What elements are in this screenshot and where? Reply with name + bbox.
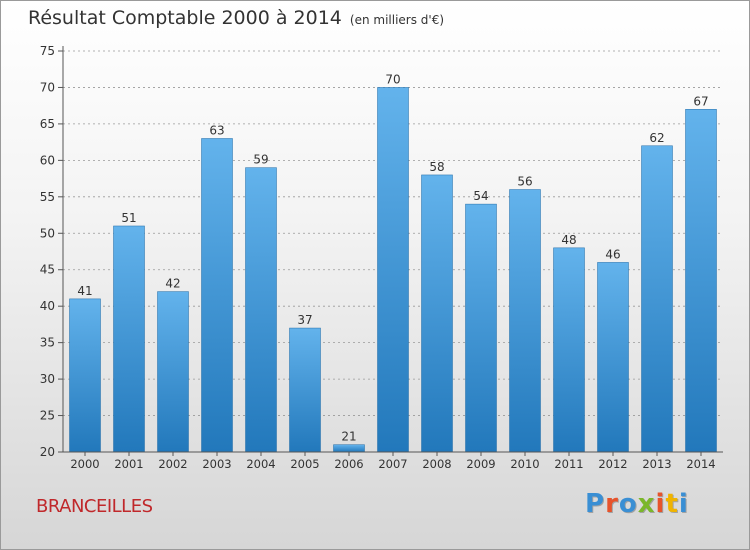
- data-label: 67: [693, 94, 708, 108]
- y-tick-label: 35: [40, 336, 55, 350]
- data-label: 56: [517, 175, 532, 189]
- x-tick-label: 2014: [686, 457, 715, 471]
- bar-2009: [465, 203, 497, 453]
- data-label: 62: [649, 131, 664, 145]
- axes: [58, 46, 723, 456]
- bar-2002: [157, 291, 189, 453]
- bar-2004: [245, 167, 277, 453]
- y-tick-label: 45: [40, 263, 55, 277]
- y-tick-label: 20: [40, 445, 55, 459]
- y-tick-label: 55: [40, 190, 55, 204]
- y-tick-label: 65: [40, 117, 55, 131]
- x-tick-label: 2001: [114, 457, 143, 471]
- x-tick-label: 2004: [246, 457, 275, 471]
- bar-2005: [289, 327, 321, 453]
- bar-2014: [685, 109, 717, 453]
- y-tick-label: 25: [40, 409, 55, 423]
- bar-2000: [69, 298, 101, 453]
- data-label: 54: [473, 189, 488, 203]
- bar-2007: [377, 87, 409, 453]
- data-label: 37: [297, 313, 312, 327]
- y-tick-label: 75: [40, 44, 55, 58]
- bar-2003: [201, 138, 233, 453]
- labels: 20 25 30 35 40 45 50 55 60 65 70 75 41 2000 51 2001 42 20…: [40, 44, 716, 471]
- data-label: 51: [121, 211, 136, 225]
- data-label: 70: [385, 72, 400, 86]
- bar-2013: [641, 145, 673, 453]
- commune-name: BRANCEILLES: [36, 496, 153, 517]
- x-tick-label: 2013: [642, 457, 671, 471]
- bar-2001: [113, 225, 145, 453]
- x-tick-label: 2005: [290, 457, 319, 471]
- bar-2011: [553, 247, 585, 453]
- data-label: 63: [209, 123, 224, 137]
- x-tick-label: 2009: [466, 457, 495, 471]
- data-label: 59: [253, 153, 268, 167]
- data-label: 48: [561, 233, 576, 247]
- x-tick-label: 2000: [70, 457, 99, 471]
- x-tick-label: 2007: [378, 457, 407, 471]
- x-tick-label: 2012: [598, 457, 627, 471]
- data-label: 21: [341, 430, 356, 444]
- bars: [69, 87, 717, 453]
- chart-title: Résultat Comptable 2000 à 2014 (en millie…: [28, 7, 444, 29]
- x-tick-label: 2011: [554, 457, 583, 471]
- data-label: 41: [77, 284, 92, 298]
- x-tick-label: 2010: [510, 457, 539, 471]
- unit-label: (en milliers d'€): [349, 13, 445, 27]
- x-tick-label: 2002: [158, 457, 187, 471]
- y-tick-label: 50: [40, 226, 55, 240]
- y-tick-label: 70: [40, 80, 55, 94]
- bar-2010: [509, 189, 541, 453]
- bar-2006: [333, 444, 365, 453]
- bar-2012: [597, 262, 629, 453]
- x-tick-label: 2008: [422, 457, 451, 471]
- y-tick-label: 60: [40, 153, 55, 167]
- proxiti-logo: Proxiti: [585, 489, 689, 519]
- title-text: Résultat Comptable 2000 à 2014: [28, 7, 342, 29]
- data-label: 42: [165, 277, 180, 291]
- y-tick-label: 40: [40, 299, 55, 313]
- bar-2008: [421, 174, 453, 453]
- data-label: 46: [605, 247, 620, 261]
- y-tick-label: 30: [40, 372, 55, 386]
- data-label: 58: [429, 160, 444, 174]
- x-tick-label: 2003: [202, 457, 231, 471]
- x-tick-label: 2006: [334, 457, 363, 471]
